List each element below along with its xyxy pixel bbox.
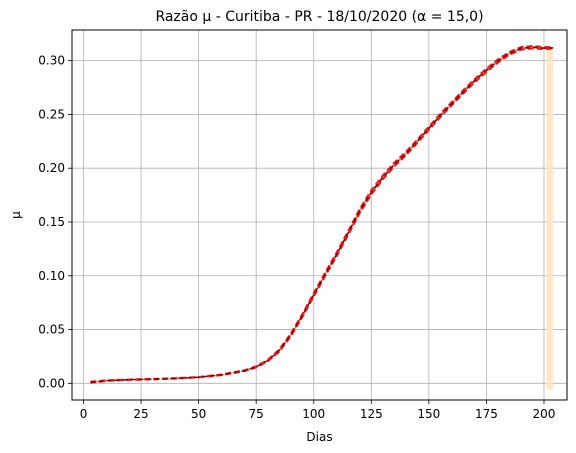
series-line-3 bbox=[90, 46, 554, 383]
y-tick-label: 0.00 bbox=[38, 376, 65, 390]
x-tick-label: 175 bbox=[475, 407, 498, 421]
y-tick-label: 0.15 bbox=[38, 215, 65, 229]
y-tick-label: 0.10 bbox=[38, 269, 65, 283]
y-tick-label: 0.05 bbox=[38, 323, 65, 337]
y-tick-label: 0.20 bbox=[38, 161, 65, 175]
x-tick-label: 75 bbox=[249, 407, 264, 421]
ticks: 0 25 50 75 100 125 150 175 200 0.00 0.05 0.10 0.15 0.… bbox=[38, 54, 555, 421]
series-line-1 bbox=[90, 45, 554, 383]
highlight-layer bbox=[546, 47, 554, 390]
chart-title: Razão μ - Curitiba - PR - 18/10/2020 (α … bbox=[155, 9, 483, 25]
x-tick-label: 125 bbox=[360, 407, 383, 421]
x-tick-label: 50 bbox=[191, 407, 206, 421]
y-tick-label: 0.25 bbox=[38, 107, 65, 121]
x-tick-label: 200 bbox=[533, 407, 556, 421]
y-tick-label: 0.30 bbox=[38, 54, 65, 68]
plot-frame bbox=[71, 29, 568, 401]
grid bbox=[72, 30, 567, 400]
highlight-span bbox=[546, 47, 554, 390]
y-axis-label: μ bbox=[9, 211, 23, 219]
x-tick-label: 25 bbox=[133, 407, 148, 421]
x-tick-label: 150 bbox=[417, 407, 440, 421]
x-tick-label: 100 bbox=[302, 407, 325, 421]
x-axis-label: Dias bbox=[306, 430, 332, 444]
series-line-2 bbox=[90, 47, 554, 384]
x-tick-label: 0 bbox=[80, 407, 88, 421]
series-layer bbox=[90, 45, 554, 384]
